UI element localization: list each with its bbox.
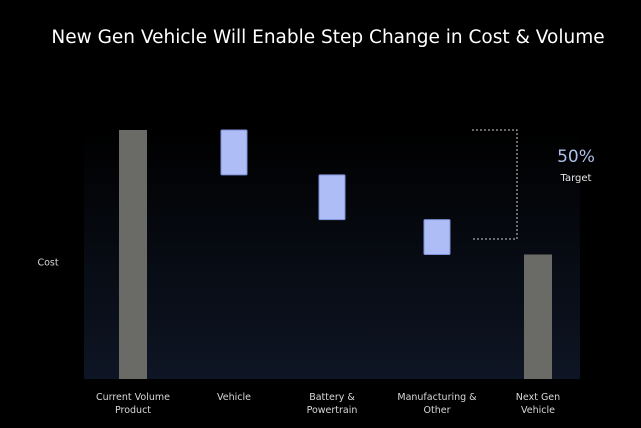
annotation-value: 50% [557,147,595,167]
x-tick-label: Vehicle [217,392,251,403]
x-tick-label: Current Volume Product [95,392,171,416]
plot-area [84,128,580,379]
annotation-label: Target [560,173,592,184]
step-bar [220,129,248,176]
step-bar [318,174,346,221]
total-bar [119,130,147,379]
step-bar [423,219,451,255]
x-tick-label: Next Gen Vehicle [515,392,561,416]
chart-title: New Gen Vehicle Will Enable Step Change … [51,27,604,48]
target-bracket [472,129,518,240]
y-axis-label: Cost [37,258,58,269]
x-tick-label: Battery & Powertrain [306,392,358,416]
x-tick-label: Manufacturing & Other [397,392,477,416]
total-bar [524,254,552,379]
